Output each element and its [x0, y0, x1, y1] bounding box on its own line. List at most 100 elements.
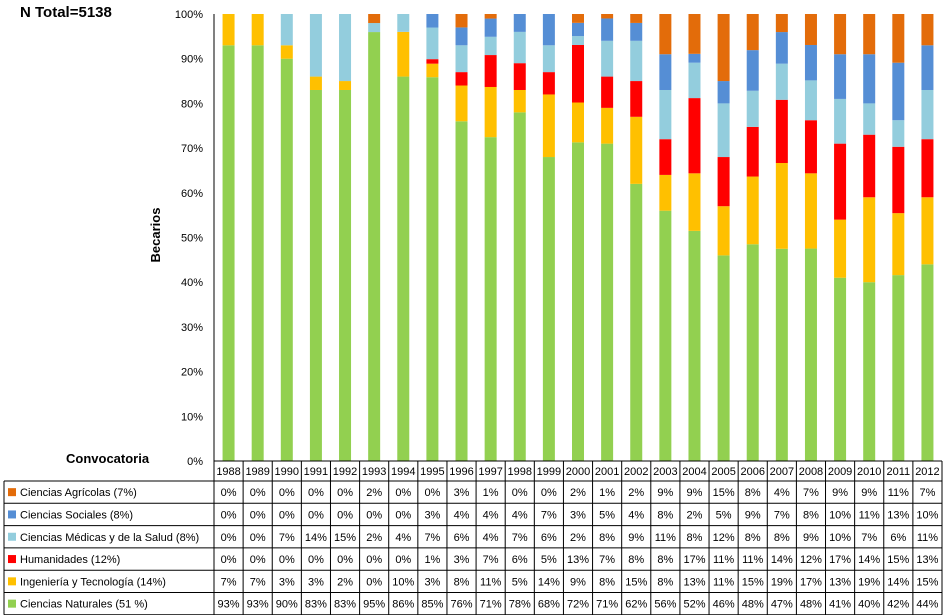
data-label: 0% — [337, 509, 353, 521]
bar-segment — [455, 72, 468, 86]
legend-label: Ingeniería y Tecnología (14%) — [20, 576, 166, 588]
bar-segment — [630, 183, 643, 462]
data-label: 78% — [509, 599, 531, 611]
bar-segment — [746, 176, 759, 245]
legend-swatch — [8, 599, 16, 608]
bar-segment — [717, 157, 730, 207]
y-tick-label: 100% — [175, 9, 203, 21]
bar-segment — [542, 45, 555, 73]
bar-segment — [892, 62, 905, 121]
bar-segment — [339, 14, 352, 82]
data-label: 11% — [742, 554, 763, 566]
bar-segment — [455, 27, 468, 46]
x-tick-label: 2002 — [624, 466, 648, 478]
data-label: 14% — [538, 576, 560, 588]
data-label: 95% — [363, 599, 385, 611]
y-tick-label: 70% — [181, 143, 203, 155]
bar-segment — [484, 137, 497, 461]
bar-segment — [921, 139, 934, 198]
data-label: 7% — [512, 532, 528, 544]
data-label: 4% — [454, 509, 470, 521]
bar-segment — [630, 40, 643, 82]
bar-segment — [251, 14, 264, 46]
bar-segment — [426, 27, 439, 60]
legend-swatch — [8, 577, 16, 586]
bar-segment — [280, 14, 293, 46]
bar-segment — [834, 98, 847, 144]
data-label: 11% — [917, 532, 938, 544]
data-label: 42% — [887, 599, 909, 611]
data-label: 0% — [337, 554, 353, 566]
data-label: 0% — [395, 509, 411, 521]
data-label: 15% — [887, 554, 909, 566]
data-label: 8% — [628, 554, 644, 566]
data-label: 2% — [337, 576, 353, 588]
data-label: 7% — [483, 554, 499, 566]
y-tick-label: 60% — [181, 188, 203, 200]
legend-label: Ciencias Sociales (8%) — [20, 509, 133, 521]
data-label: 3% — [454, 554, 470, 566]
data-label: 48% — [800, 599, 822, 611]
data-label: 90% — [276, 599, 298, 611]
data-label: 8% — [599, 576, 615, 588]
x-tick-label: 1991 — [304, 466, 328, 478]
bar-segment — [746, 90, 759, 127]
data-label: 7% — [221, 576, 237, 588]
data-label: 86% — [392, 599, 414, 611]
data-label: 13% — [887, 509, 909, 521]
legend-label: Humanidades (12%) — [20, 554, 120, 566]
data-label: 7% — [250, 576, 266, 588]
x-tick-label: 1999 — [537, 466, 561, 478]
data-label: 0% — [337, 487, 353, 499]
legend-label: Ciencias Agrícolas (7%) — [20, 487, 137, 499]
bar-segment — [630, 116, 643, 184]
bar-segment — [659, 14, 672, 55]
bar-segment — [484, 55, 497, 87]
bar-segment — [601, 40, 614, 77]
data-label: 0% — [250, 532, 266, 544]
data-label: 15% — [625, 576, 647, 588]
data-label: 15% — [713, 487, 735, 499]
data-label: 8% — [687, 532, 703, 544]
data-label: 14% — [858, 554, 880, 566]
bar-segment — [397, 31, 410, 77]
data-label: 8% — [599, 532, 615, 544]
data-label: 0% — [366, 554, 382, 566]
bar-segment — [542, 14, 555, 46]
bar-segment — [542, 157, 555, 462]
bar-segment — [601, 76, 614, 108]
bar-segment — [222, 14, 235, 46]
data-label: 19% — [858, 576, 880, 588]
data-label: 8% — [657, 509, 673, 521]
data-label: 0% — [279, 554, 295, 566]
data-label: 4% — [512, 509, 528, 521]
data-label: 2% — [570, 532, 586, 544]
bar-segment — [455, 121, 468, 461]
data-label: 3% — [570, 509, 586, 521]
data-label: 72% — [567, 599, 589, 611]
bar-segment — [921, 45, 934, 90]
data-label: 46% — [713, 599, 735, 611]
bar-segment — [892, 14, 905, 63]
bar-segment — [484, 18, 497, 37]
data-label: 83% — [305, 599, 327, 611]
data-label: 4% — [395, 532, 411, 544]
x-tick-label: 2003 — [653, 466, 677, 478]
data-label: 9% — [570, 576, 586, 588]
data-label: 2% — [628, 487, 644, 499]
bar-segment — [630, 14, 643, 23]
data-label: 7% — [861, 532, 877, 544]
x-tick-label: 2007 — [770, 466, 794, 478]
bar-segment — [659, 210, 672, 461]
bar-segment — [775, 248, 788, 461]
bar-segment — [309, 76, 322, 90]
data-label: 3% — [424, 509, 440, 521]
data-label: 7% — [803, 487, 819, 499]
bar-segment — [309, 89, 322, 462]
data-label: 0% — [366, 509, 382, 521]
bar-segment — [834, 219, 847, 278]
legend-swatch — [8, 532, 16, 541]
x-tick-label: 1988 — [216, 466, 240, 478]
data-label: 8% — [657, 576, 673, 588]
